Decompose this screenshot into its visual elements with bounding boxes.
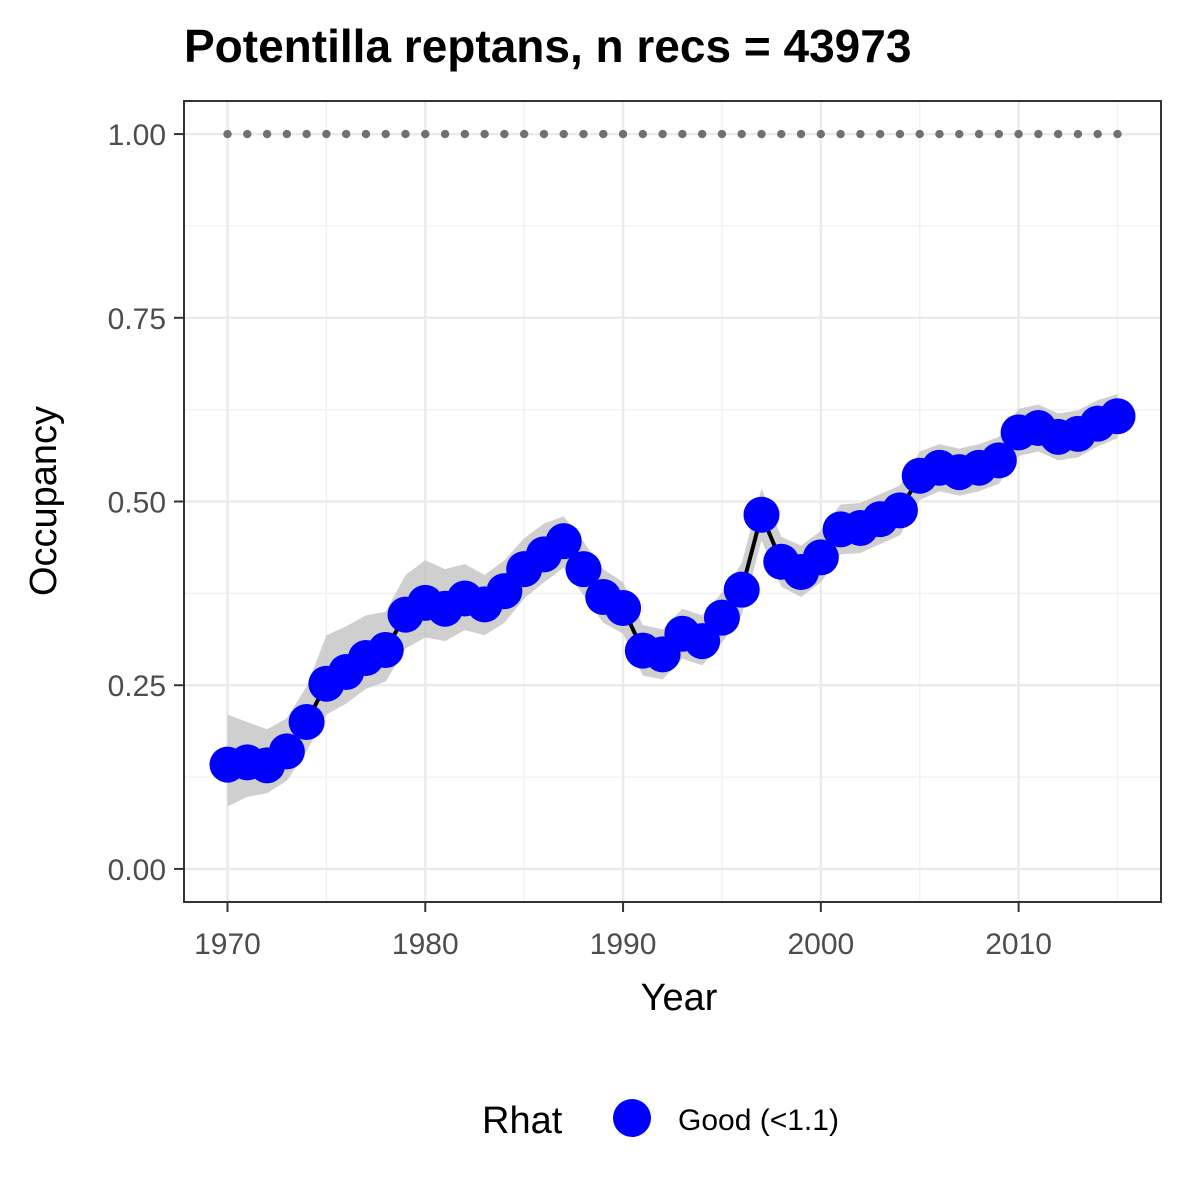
reference-dot [381,129,390,139]
reference-dot [816,129,826,139]
reference-dot [836,129,845,139]
reference-dot [519,129,529,139]
x-tick-label: 1980 [392,928,459,961]
y-axis-ticks: 0.00 0.25 0.50 0.75 1.00 [108,119,184,887]
data-point [743,496,780,533]
x-tick-label: 1990 [590,928,657,961]
reference-dot [480,129,489,139]
reference-dot [421,129,430,139]
y-axis-title: Occupancy [23,406,65,596]
legend-title: Rhat [482,1100,563,1142]
reference-line-layer [223,129,1122,139]
reference-dot [915,129,924,139]
y-tick-label: 1.00 [108,119,166,152]
reference-dot [1053,129,1063,139]
x-axis-ticks: 1970 1980 1990 2000 2010 [194,902,1052,961]
reference-dot [243,129,252,139]
reference-dot [401,129,410,139]
x-axis-title: Year [641,977,718,1019]
reference-dot [638,129,648,139]
reference-dot [955,129,964,139]
reference-dot [994,129,1004,139]
legend-key-good [613,1099,651,1137]
reference-dot [579,129,588,139]
reference-dot [875,129,885,139]
gridlines [184,101,1161,902]
reference-dot [737,129,746,139]
reference-dot [223,129,232,139]
reference-dot [1014,129,1023,139]
data-point [545,523,582,560]
data-point [288,703,325,740]
y-tick-label: 0.25 [108,670,166,703]
reference-dot [322,129,331,139]
data-point [802,539,839,576]
reference-dot [539,129,549,139]
reference-dot [697,129,707,139]
data-point [268,733,305,770]
x-tick-label: 2010 [985,928,1052,961]
reference-dot [559,129,568,139]
reference-dot [500,129,509,139]
reference-dot [599,129,608,139]
reference-dot [361,129,371,139]
data-point [605,590,642,627]
data-point [980,442,1017,479]
reference-dot [935,129,944,139]
reference-dot [796,129,806,139]
reference-dot [1113,129,1122,139]
reference-dot [262,129,272,139]
data-points-layer [209,398,1136,784]
data-point [723,571,760,608]
reference-dot [658,129,667,139]
reference-dot [974,129,984,139]
legend-label-good: Good (<1.1) [678,1104,839,1137]
reference-dot [341,129,351,139]
reference-dot [460,129,470,139]
chart-title: Potentilla reptans, n recs = 43973 [184,20,911,72]
data-point [367,631,404,668]
reference-dot [618,129,628,139]
reference-dot [1034,129,1043,139]
reference-dot [282,129,292,139]
reference-dot [717,129,727,139]
data-point [881,492,918,529]
reference-dot [440,129,450,139]
reference-dot [302,129,311,139]
reference-dot [757,129,766,139]
reference-dot [777,129,786,139]
legend: Rhat Good (<1.1) [482,1099,839,1142]
reference-dot [856,129,865,139]
reference-dot [1093,129,1102,139]
y-tick-label: 0.75 [108,303,166,336]
x-tick-label: 2000 [787,928,854,961]
data-point [1099,398,1136,435]
reference-dot [678,129,687,139]
x-tick-label: 1970 [194,928,261,961]
data-point [703,599,740,636]
y-tick-label: 0.00 [108,854,166,887]
y-tick-label: 0.50 [108,487,166,520]
data-point [565,551,602,588]
reference-dot [1073,129,1083,139]
data-point [684,623,721,660]
reference-dot [895,129,905,139]
